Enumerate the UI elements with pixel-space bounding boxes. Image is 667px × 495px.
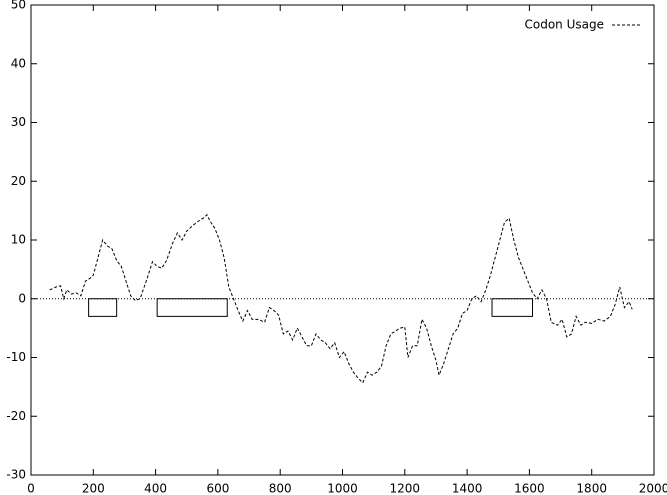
line-series — [49, 213, 633, 384]
region-box — [88, 298, 118, 317]
y-tick-label: -20 — [6, 409, 26, 423]
x-tick-label: 0 — [27, 482, 35, 495]
x-tick-label: 1000 — [327, 482, 358, 495]
y-tick-label: -30 — [6, 468, 26, 482]
x-tick-label: 200 — [82, 482, 105, 495]
x-tick-label: 2000 — [639, 482, 667, 495]
region-box — [156, 298, 228, 317]
y-tick-label: 20 — [11, 174, 26, 188]
x-tick-label: 1200 — [390, 482, 421, 495]
x-tick-label: 400 — [144, 482, 167, 495]
y-tick-label: 10 — [11, 233, 26, 247]
x-tick-label: 1400 — [452, 482, 483, 495]
y-tick-label: 30 — [11, 115, 26, 129]
y-tick-label: 50 — [11, 0, 26, 12]
x-tick-label: 600 — [206, 482, 229, 495]
region-box — [491, 298, 534, 317]
x-tick-label: 1600 — [514, 482, 545, 495]
plot-frame — [30, 4, 655, 476]
y-tick-label: -10 — [6, 350, 26, 364]
legend-label: Codon Usage — [525, 18, 605, 32]
y-tick-label: 0 — [18, 291, 26, 305]
y-tick-label: 40 — [11, 56, 26, 70]
x-tick-label: 1800 — [576, 482, 607, 495]
x-tick-label: 800 — [269, 482, 292, 495]
